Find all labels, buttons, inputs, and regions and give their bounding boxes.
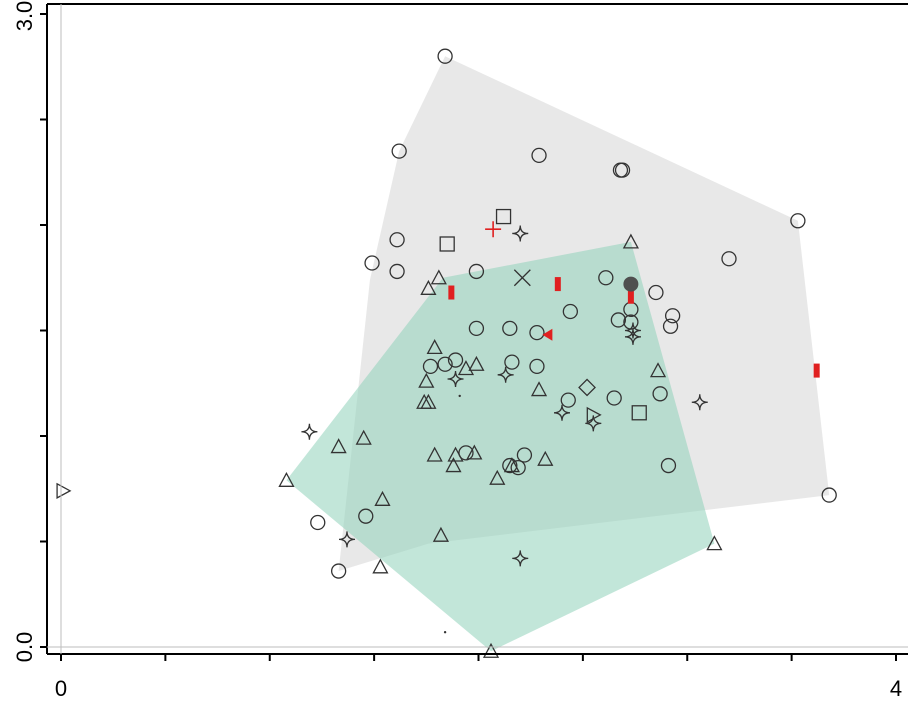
point-star4-2 [624, 328, 642, 345]
point-triangle-13 [445, 457, 462, 473]
point-circle-34 [660, 457, 677, 474]
axis-tick-labels: 0 4 0.0 3.0 [12, 1, 902, 701]
point-filled-circle-0 [623, 276, 639, 292]
point-red-triangle-left-0 [542, 328, 553, 341]
point-circle-25 [504, 354, 520, 370]
point-circle-22 [422, 358, 439, 375]
point-triangle-6 [418, 372, 435, 388]
point-triangle-14 [503, 457, 520, 473]
point-circle-30 [458, 445, 474, 461]
point-triangle-16 [489, 469, 506, 485]
point-triangle-12 [447, 446, 464, 462]
point-red-bar-1 [554, 277, 561, 292]
point-circle-8 [389, 263, 405, 280]
point-circle-15 [562, 303, 578, 320]
convex-hulls [286, 56, 830, 652]
point-circle-35 [821, 487, 837, 503]
point-circle-28 [606, 390, 622, 406]
point-circle-29 [652, 386, 668, 402]
point-star4-0 [512, 225, 529, 242]
point-circle-9 [468, 263, 485, 280]
point-star4-6 [553, 404, 571, 421]
x-tick-label-0: 0 [55, 676, 67, 701]
point-square-2 [631, 405, 647, 421]
point-triangle-right-0 [56, 482, 72, 499]
point-circle-27 [560, 392, 576, 408]
point-triangle-23 [457, 360, 475, 376]
point-plus-0 [485, 221, 502, 238]
point-circle-23 [437, 356, 453, 372]
point-triangle-15 [537, 450, 554, 466]
x-tick-label-1: 4 [890, 676, 902, 701]
point-circle-31 [502, 457, 518, 474]
point-triangle-2 [420, 279, 437, 295]
point-triangle-22 [482, 642, 500, 658]
point-star4-5 [691, 394, 708, 411]
point-star4-3 [497, 366, 514, 383]
point-circle-1 [391, 143, 407, 159]
point-circle-36 [310, 514, 326, 531]
point-star4-1 [624, 322, 642, 339]
point-circle-7 [364, 255, 380, 271]
point-circle-38 [330, 563, 347, 579]
point-circle-16 [610, 312, 627, 328]
y-tick-label-0: 0.0 [12, 632, 37, 663]
point-triangle-0 [622, 233, 639, 249]
point-triangle-24 [530, 381, 548, 397]
point-star4-8 [301, 423, 318, 440]
point-star4-4 [447, 371, 464, 388]
point-dot-1 [458, 394, 461, 398]
point-triangle-18 [374, 490, 391, 506]
data-points [56, 48, 837, 658]
point-circle-11 [721, 251, 737, 267]
point-triangle-21 [706, 535, 723, 551]
hull-polygon-1 [286, 241, 715, 652]
point-triangle-19 [432, 526, 450, 542]
point-circle-14 [664, 308, 681, 324]
point-circle-0 [437, 48, 453, 64]
point-circle-33 [516, 447, 533, 463]
point-circle-18 [468, 320, 485, 337]
point-x-0 [513, 269, 531, 287]
point-circle-19 [502, 320, 518, 337]
point-triangle-8 [355, 429, 372, 445]
point-triangle-11 [466, 444, 483, 460]
point-square-0 [495, 208, 512, 225]
point-triangle-10 [426, 446, 443, 462]
point-circle-4 [614, 162, 631, 178]
axis-ticks [40, 13, 897, 661]
point-triangle-4 [468, 355, 485, 371]
point-diamond-0 [578, 378, 596, 397]
point-triangle-5 [649, 362, 667, 378]
point-triangle-3 [426, 339, 443, 355]
point-triangle-9 [330, 438, 347, 454]
point-circle-26 [529, 358, 545, 375]
point-red-bar-0 [448, 285, 455, 300]
point-dot-0 [443, 631, 447, 634]
point-circle-37 [358, 508, 374, 524]
point-star4-10 [512, 550, 529, 567]
point-red-bar-2 [627, 289, 634, 304]
point-circle-10 [598, 270, 614, 286]
point-circle-12 [648, 284, 664, 301]
point-circle-5 [790, 213, 806, 229]
y-tick-label-1: 3.0 [12, 1, 37, 32]
point-triangle-right-1 [586, 406, 602, 423]
point-circle-32 [510, 459, 526, 476]
point-triangle-1 [430, 269, 447, 285]
point-star4-7 [585, 415, 602, 432]
point-star4-9 [338, 531, 356, 548]
point-circle-6 [389, 232, 405, 248]
point-circle-24 [447, 352, 464, 368]
point-triangle-17 [278, 471, 295, 487]
point-square-1 [439, 236, 455, 252]
point-red-bar-3 [813, 363, 820, 378]
point-circle-20 [529, 324, 545, 341]
point-circle-21 [662, 318, 679, 334]
point-triangle-25 [420, 393, 437, 409]
point-circle-2 [531, 147, 547, 164]
point-triangle-20 [372, 558, 389, 574]
